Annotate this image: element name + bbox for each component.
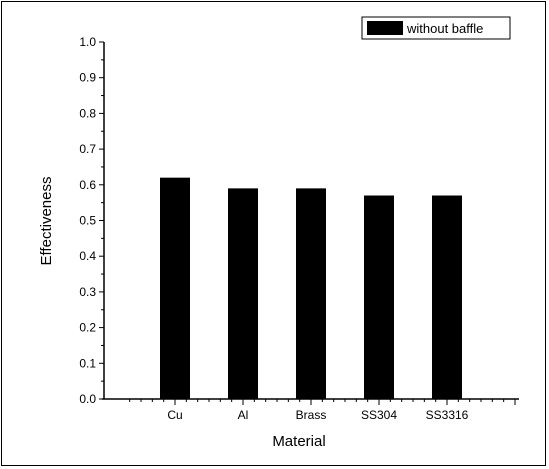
y-tick-label: 0.9 bbox=[79, 71, 96, 85]
x-tick-label: Brass bbox=[296, 408, 327, 422]
y-tick-label: 0.5 bbox=[79, 214, 96, 228]
y-axis: 0.0 0.1 0.2 0.3 0.4 0.5 0.6 0.7 0.8 0.9 1.0 bbox=[79, 35, 105, 406]
bar bbox=[432, 195, 462, 399]
x-tick-label: SS304 bbox=[361, 408, 397, 422]
x-axis-title: Material bbox=[272, 433, 325, 450]
x-tick-label: Al bbox=[238, 408, 249, 422]
bar bbox=[296, 188, 326, 399]
y-tick-label: 0.6 bbox=[79, 178, 96, 192]
legend: without baffle bbox=[361, 16, 511, 40]
y-tick-label: 0.2 bbox=[79, 321, 96, 335]
y-tick-label: 0.3 bbox=[79, 285, 96, 299]
bar bbox=[160, 177, 190, 399]
bar bbox=[364, 195, 394, 399]
y-tick-label: 0.1 bbox=[79, 356, 96, 370]
y-tick-label: 0.7 bbox=[79, 142, 96, 156]
x-axis: Cu Al Brass SS304 SS3316 bbox=[102, 398, 519, 422]
bar bbox=[228, 188, 258, 399]
x-tick-label: Cu bbox=[167, 408, 182, 422]
x-tick-label: SS3316 bbox=[426, 408, 469, 422]
y-tick-label: 0.0 bbox=[79, 392, 96, 406]
y-axis-title: Effectiveness bbox=[38, 177, 55, 266]
bars bbox=[160, 177, 462, 399]
legend-swatch bbox=[367, 21, 403, 35]
legend-label: without baffle bbox=[406, 21, 483, 36]
y-tick-label: 0.4 bbox=[79, 249, 96, 263]
y-tick-label: 0.8 bbox=[79, 106, 96, 120]
y-tick-label: 1.0 bbox=[79, 35, 96, 49]
